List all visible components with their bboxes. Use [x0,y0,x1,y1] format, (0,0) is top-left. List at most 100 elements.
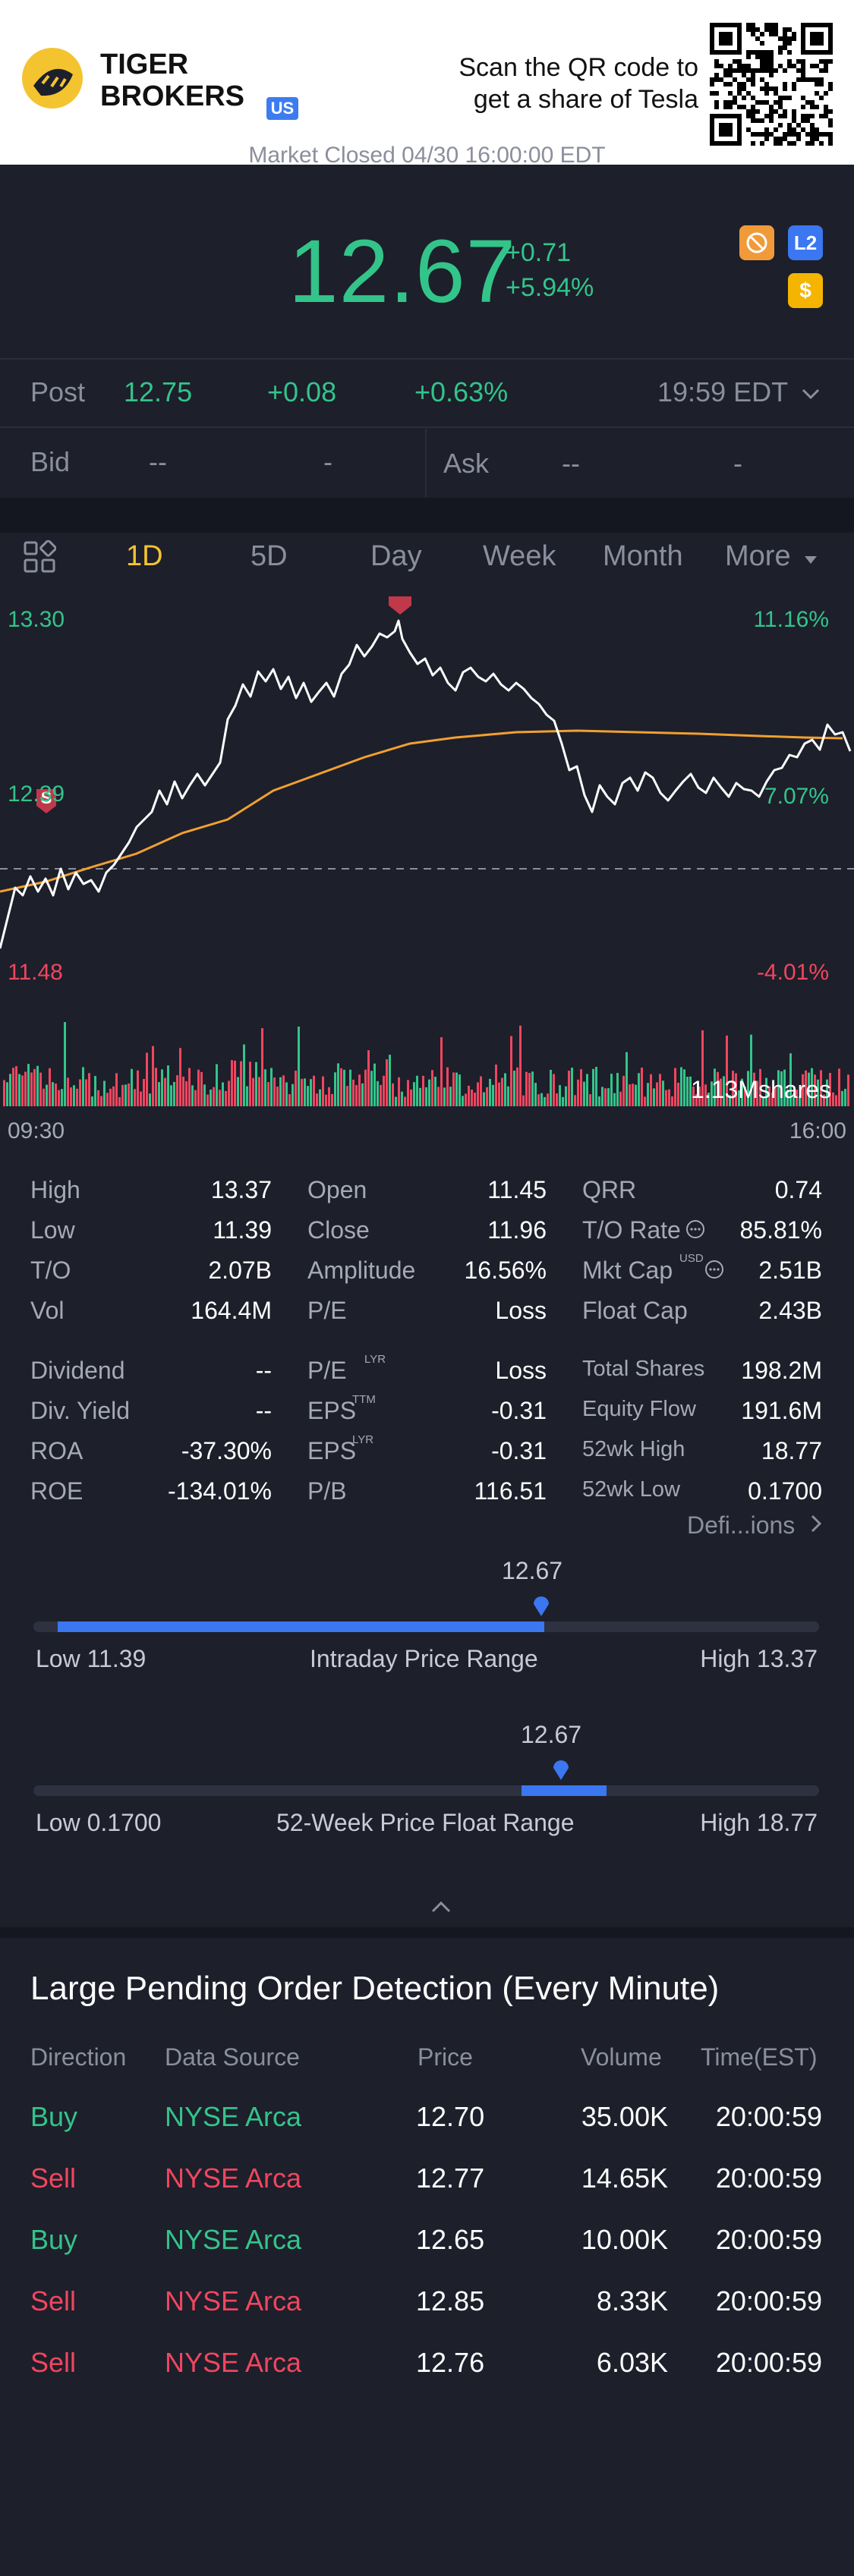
week52-low: Low 0.1700 [36,1809,162,1836]
stat-value: 85.81% [739,1216,822,1244]
volume-bar [556,1093,558,1106]
stat-label: Dividend [30,1357,125,1384]
volume-bar [531,1071,534,1106]
caret-down-icon [805,556,818,564]
pe-superscript: LYR [364,1353,386,1366]
col-price: Price [418,2043,473,2071]
level2-icon[interactable]: L2 [788,225,823,260]
tab-week[interactable]: Week [483,540,556,572]
stat-label: P/E [307,1357,347,1384]
volume-bar [188,1068,191,1106]
market-badge: US [266,97,299,120]
volume-bar [137,1070,139,1106]
tab-more[interactable]: More [725,540,818,573]
volume-bar [547,1093,549,1106]
volume-bar [240,1061,242,1106]
promo-line-1: Scan the QR code to [459,53,698,82]
volume-bar [395,1096,397,1106]
chart-low-pct: -4.01% [756,960,829,985]
intraday-chart[interactable]: S [0,592,854,1115]
volume-bar [559,1085,561,1106]
week52-range-track [33,1785,819,1796]
volume-bar [465,1093,467,1106]
order-source: NYSE Arca [165,2347,302,2378]
volume-bar [823,1094,825,1106]
intraday-range-fill [58,1621,544,1632]
volume-bar [30,1072,33,1106]
volume-bar [544,1096,546,1106]
price-change: +0.71 +5.94% [506,235,594,305]
post-time: 19:59 EDT [657,376,788,407]
volume-bar [258,1077,260,1106]
volume-bar [115,1073,118,1106]
volume-bar [82,1067,84,1106]
volume-bar [689,1076,692,1106]
col-data-source: Data Source [165,2043,300,2071]
volume-bar [203,1084,206,1106]
stat-value: 18.77 [761,1437,822,1464]
qr-code-icon[interactable] [710,23,833,146]
volume-bar [747,1071,749,1106]
volume-bar [805,1070,807,1106]
order-source: NYSE Arca [165,2224,302,2255]
volume-bar [252,1077,254,1106]
to-rate-info-icon[interactable] [685,1219,705,1239]
order-volume: 8.33K [596,2285,668,2317]
volume-bar [632,1084,634,1106]
volume-bar [143,1078,145,1106]
volume-bar [598,1096,600,1106]
volume-bar [261,1028,263,1106]
stat-label: EPS [307,1437,357,1464]
tab-1d[interactable]: 1D [126,540,163,572]
post-change: +0.08 [267,376,337,407]
volume-bar [553,1074,555,1106]
intraday-current: 12.67 [502,1557,563,1584]
order-source: NYSE Arca [165,2101,302,2132]
sell-marker-icon: S [36,788,56,813]
volume-bar [604,1088,607,1106]
bid-size: - [323,446,332,477]
ask-label: Ask [443,448,490,479]
volume-bar [431,1070,433,1106]
order-volume: 14.65K [581,2162,668,2194]
volume-bar [443,1087,446,1106]
volume-bar [504,1073,506,1106]
bid-label: Bid [30,446,71,477]
volume-bar [282,1075,285,1106]
collapse-chevron-up-icon[interactable] [430,1899,452,1914]
tab-month[interactable]: Month [603,540,683,572]
layout-grid-icon[interactable] [23,539,57,577]
dollar-icon[interactable]: $ [788,273,823,308]
tab-5d[interactable]: 5D [251,540,288,572]
volume-bar [455,1072,458,1106]
volume-bar [729,1095,731,1106]
tab-day[interactable]: Day [370,540,422,572]
volume-bar [149,1093,151,1106]
volume-bar [477,1082,479,1106]
volume-bar [516,1067,518,1106]
volume-bar [64,1022,66,1106]
definitions-link[interactable]: Defi...ions [687,1511,823,1540]
volume-bar [750,1034,752,1106]
volume-bar [738,1090,740,1106]
volume-bar [49,1068,51,1106]
volume-bar [291,1084,294,1106]
volume-bar [519,1025,522,1106]
stat-value: 0.74 [774,1176,822,1203]
post-time-selector[interactable]: 19:59 EDT [657,376,821,408]
order-volume: 10.00K [581,2224,668,2255]
volume-bar [449,1087,452,1106]
volume-bar [459,1074,461,1106]
volume-bar [507,1086,509,1106]
volume-bar [234,1060,236,1106]
volume-bar [446,1067,449,1106]
volume-bar [671,1096,673,1106]
volume-bar [310,1079,312,1106]
volume-bar [701,1030,704,1106]
mktcap-info-icon[interactable] [704,1260,724,1279]
stat-value: -0.31 [491,1397,547,1424]
no-options-icon[interactable] [739,225,774,260]
volume-bar [735,1073,737,1106]
intraday-low: Low 11.39 [36,1645,147,1672]
volume-bar [255,1062,257,1106]
